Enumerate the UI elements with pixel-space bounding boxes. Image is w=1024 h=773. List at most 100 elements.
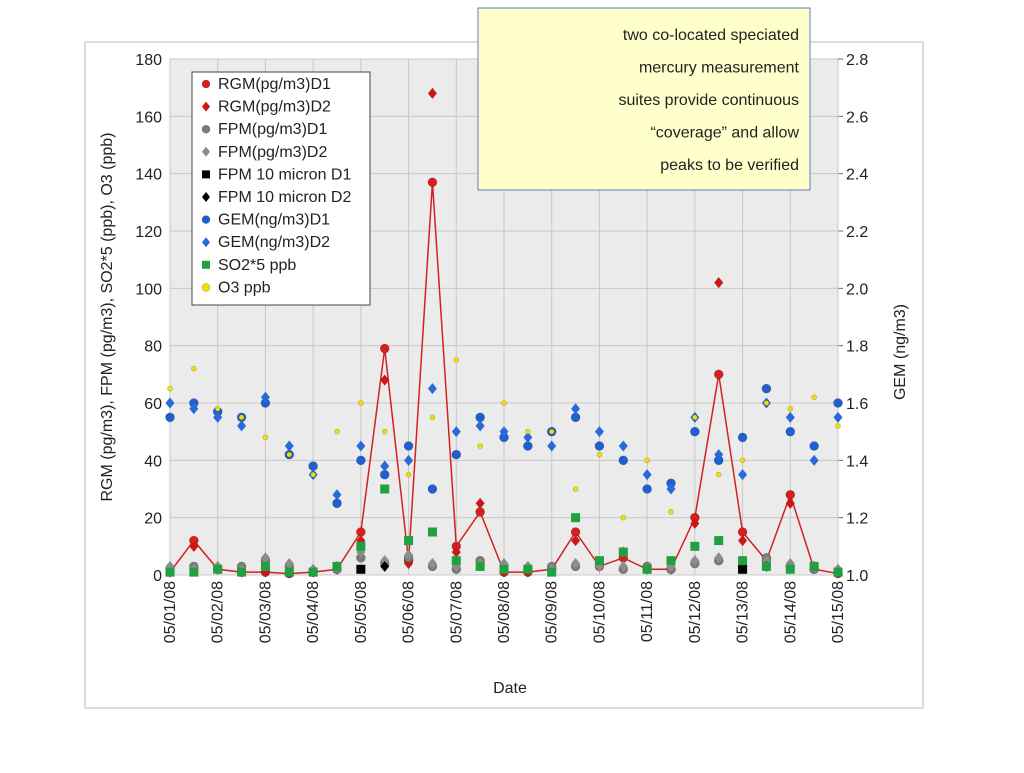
marker — [571, 535, 581, 547]
marker — [571, 558, 581, 570]
marker — [596, 451, 603, 458]
marker — [739, 457, 746, 464]
marker — [201, 215, 211, 224]
marker — [809, 441, 819, 451]
marker — [547, 567, 557, 577]
y-tick-label: 40 — [144, 453, 162, 470]
legend-label: RGM(pg/m3)D2 — [218, 99, 331, 116]
y2-tick-label: 1.2 — [846, 511, 868, 528]
marker — [201, 79, 211, 89]
marker — [202, 101, 210, 112]
marker — [237, 420, 247, 432]
marker — [404, 454, 414, 466]
marker — [379, 343, 390, 354]
marker — [262, 434, 269, 441]
marker — [202, 260, 210, 269]
marker — [499, 426, 509, 438]
marker — [202, 170, 210, 179]
marker — [427, 558, 437, 570]
marker — [167, 385, 173, 392]
x-tick-label: 05/05/08 — [353, 581, 370, 643]
annotation-text: suites provide continuous — [618, 92, 799, 109]
marker — [785, 564, 795, 574]
x-tick-label: 05/14/08 — [782, 581, 799, 643]
marker — [286, 451, 293, 458]
marker — [594, 441, 605, 451]
marker — [260, 391, 270, 403]
marker — [714, 536, 724, 546]
marker — [405, 471, 412, 478]
marker — [165, 397, 175, 409]
marker — [332, 561, 342, 571]
y2-tick-label: 1.0 — [846, 568, 868, 585]
legend-label: FPM 10 micron D2 — [218, 189, 351, 206]
marker — [690, 517, 700, 529]
legend-label: O3 ppb — [218, 279, 271, 296]
annotation-text: mercury measurement — [639, 60, 800, 77]
marker — [451, 426, 461, 438]
marker — [787, 405, 794, 412]
y2-tick-label: 2.8 — [846, 52, 868, 69]
marker — [499, 564, 509, 574]
marker — [189, 540, 199, 552]
marker — [451, 556, 461, 566]
marker — [715, 471, 722, 478]
y2-tick-label: 1.4 — [846, 453, 868, 470]
marker — [380, 374, 390, 386]
marker — [642, 469, 652, 481]
marker — [213, 411, 223, 423]
annotation-text: peaks to be verified — [660, 157, 799, 174]
marker — [165, 412, 175, 423]
marker — [835, 423, 841, 429]
x-tick-label: 05/07/08 — [448, 581, 465, 643]
y-tick-label: 60 — [144, 396, 162, 413]
marker — [785, 411, 795, 423]
marker — [427, 383, 437, 395]
marker — [427, 527, 437, 537]
marker — [202, 192, 210, 202]
marker — [284, 567, 294, 577]
marker — [785, 497, 795, 509]
marker — [189, 567, 199, 577]
marker — [202, 237, 210, 248]
marker — [238, 414, 245, 421]
marker — [572, 486, 579, 492]
marker — [356, 541, 366, 551]
marker — [644, 457, 650, 464]
marker — [475, 497, 485, 509]
marker — [501, 400, 507, 406]
marker — [809, 561, 819, 571]
marker — [201, 124, 211, 134]
marker — [284, 558, 294, 570]
marker — [475, 561, 485, 571]
y-tick-label: 100 — [135, 281, 162, 298]
x-tick-label: 05/02/08 — [210, 581, 227, 643]
marker — [523, 431, 533, 443]
marker — [334, 428, 340, 435]
y2-tick-label: 2.6 — [846, 109, 868, 126]
marker — [404, 549, 414, 561]
marker — [356, 564, 366, 574]
legend-label: GEM(ng/m3)D2 — [218, 234, 330, 251]
y2-tick-label: 2.4 — [846, 167, 868, 184]
x-tick-label: 05/09/08 — [544, 581, 561, 643]
y2-tick-label: 2.0 — [846, 281, 868, 298]
marker — [738, 564, 748, 574]
marker — [833, 398, 843, 408]
y2-tick-label: 2.2 — [846, 224, 868, 241]
marker — [525, 428, 531, 435]
marker — [358, 400, 364, 406]
marker — [809, 454, 819, 466]
marker — [690, 555, 700, 567]
y2-axis-label: GEM (ng/m3) — [892, 304, 909, 400]
marker — [189, 403, 199, 415]
marker — [260, 552, 270, 564]
marker — [213, 564, 223, 574]
marker — [237, 567, 247, 577]
marker — [427, 484, 438, 494]
marker — [761, 561, 771, 571]
marker — [833, 411, 843, 423]
marker — [451, 449, 462, 460]
marker — [594, 556, 604, 566]
marker — [310, 471, 316, 478]
